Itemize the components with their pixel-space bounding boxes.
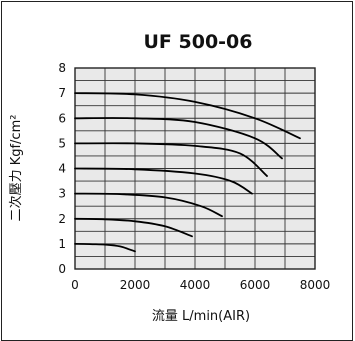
y-tick-label: 1 [58, 237, 66, 251]
y-tick-label: 2 [58, 212, 66, 226]
x-tick-label: 6000 [240, 278, 271, 292]
y-tick-label: 0 [58, 262, 66, 276]
series-lines [74, 92, 301, 253]
y-tick-label: 8 [58, 61, 66, 75]
x-tick-label: 2000 [120, 278, 151, 292]
series-line-2 [74, 217, 193, 238]
series-line-7 [74, 92, 301, 140]
x-tick-label: 0 [71, 278, 79, 292]
x-tick-label: 4000 [180, 278, 211, 292]
y-tick-label: 5 [58, 136, 66, 150]
x-tick-label: 8000 [300, 278, 331, 292]
chart-title: UF 500-06 [143, 31, 252, 53]
series-line-5 [74, 142, 268, 177]
y-axis-label: 二次壓力 Kgf/cm² [8, 115, 24, 222]
x-axis-label: 流量 L/min(AIR) [152, 309, 250, 324]
y-tick-label: 7 [58, 86, 66, 100]
y-tick-labels: 0 1 2 3 4 5 6 7 8 [58, 61, 66, 276]
x-tick-labels: 0 2000 4000 6000 8000 [71, 278, 330, 292]
chart-svg: UF 500-06 0 2000 4000 6000 8000 0 1 2 3 4 5 6 7 8 流量… [8, 31, 330, 324]
y-tick-label: 6 [58, 111, 66, 125]
series-line-3 [74, 192, 223, 218]
series-line-4 [74, 167, 253, 195]
y-tick-label: 3 [58, 187, 66, 201]
y-tick-label: 4 [58, 162, 66, 176]
series-line-1 [74, 243, 136, 253]
series-line-6 [74, 117, 283, 160]
